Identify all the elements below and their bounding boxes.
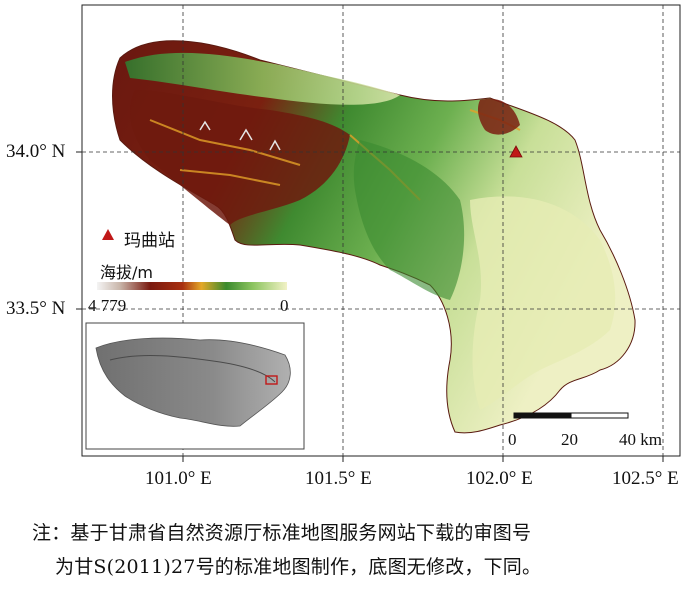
lon-tick-101-0: 101.0° E (145, 468, 212, 489)
axes-box (81, 4, 681, 457)
elevation-max-label: 4 779 (88, 296, 127, 315)
elevation-min-label: 0 (280, 296, 289, 315)
station-marker[interactable] (509, 145, 523, 158)
caption-line-1: 注：基于甘肃省自然资源厅标准地图服务网站下载的审图号 (32, 522, 532, 544)
study-area (112, 40, 636, 434)
inset-study-area-box (265, 375, 278, 385)
lon-tick-102-5: 102.5° E (612, 468, 679, 489)
lat-tick-33-5: 33.5° N (6, 298, 66, 319)
legend-station-icon (102, 229, 114, 240)
station-legend-label: 玛曲站 (124, 231, 175, 251)
lon-tick-101-5: 101.5° E (305, 468, 372, 489)
lon-tick-102-0: 102.0° E (466, 468, 533, 489)
elevation-legend-title: 海拔/m (100, 263, 153, 282)
lat-tick-34-0: 34.0° N (6, 141, 66, 162)
scale-bar (513, 412, 629, 419)
scale-label-0: 0 (508, 430, 517, 449)
scale-label-20: 20 (561, 430, 578, 449)
elevation-colorbar (97, 282, 287, 290)
caption-line-2: 为甘S(2011)27号的标准地图制作，底图无修改，下同。 (55, 556, 542, 578)
inset-map (85, 322, 305, 450)
scale-label-40km: 40 km (619, 430, 662, 449)
graticule (82, 5, 680, 456)
